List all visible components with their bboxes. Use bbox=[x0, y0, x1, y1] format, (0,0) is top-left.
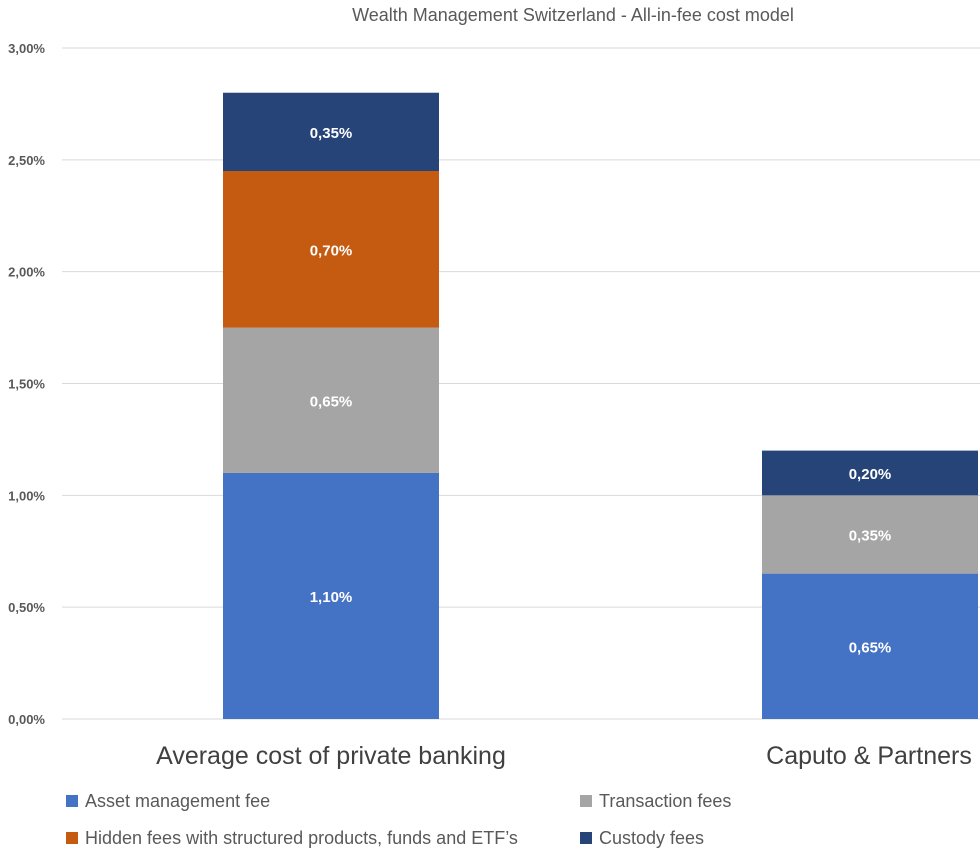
legend-swatch bbox=[580, 832, 592, 844]
legend-item-transaction-fees: Transaction fees bbox=[580, 791, 731, 811]
y-tick-label: 2,50% bbox=[8, 153, 45, 168]
y-tick-label: 0,50% bbox=[8, 600, 45, 615]
legend-label: Transaction fees bbox=[599, 791, 731, 811]
bar-stacks: 1,10% 0,65% 0,70% 0,35% 0,65% 0,35% 0,20% bbox=[223, 92, 978, 719]
legend-swatch bbox=[580, 795, 592, 807]
data-label: 0,35% bbox=[310, 125, 353, 142]
x-axis: Average cost of private banking Caputo & … bbox=[156, 742, 972, 770]
legend-label: Asset management fee bbox=[85, 791, 270, 811]
legend-swatch bbox=[66, 832, 78, 844]
data-label: 0,65% bbox=[849, 639, 892, 656]
data-label: 1,10% bbox=[310, 589, 353, 606]
legend: Asset management fee Transaction fees Hidd… bbox=[66, 791, 731, 848]
bar-segment-custody-fees bbox=[762, 450, 978, 496]
data-label: 0,35% bbox=[849, 527, 892, 544]
bar-segment-custody-fees bbox=[223, 92, 439, 172]
y-tick-label: 2,00% bbox=[8, 265, 45, 280]
bar-stack-caputo-partners: 0,65% 0,35% 0,20% bbox=[762, 450, 978, 719]
y-tick-label: 1,00% bbox=[8, 488, 45, 503]
y-tick-label: 3,00% bbox=[8, 41, 45, 56]
legend-label: Hidden fees with structured products, fu… bbox=[85, 828, 518, 848]
bar-segment-asset-management-fee bbox=[223, 472, 439, 719]
x-category-label: Average cost of private banking bbox=[156, 742, 506, 770]
x-category-label: Caputo & Partners bbox=[766, 742, 972, 770]
y-tick-label: 1,50% bbox=[8, 377, 45, 392]
grid-lines bbox=[62, 47, 980, 720]
legend-swatch bbox=[66, 795, 78, 807]
bar-segment-hidden-fees-with-structured-products-funds-and-etf-s bbox=[223, 171, 439, 328]
data-label: 0,65% bbox=[310, 393, 353, 410]
data-label: 0,20% bbox=[849, 466, 892, 483]
bar-segment-asset-management-fee bbox=[762, 573, 978, 719]
y-axis: 0,00% 0,50% 1,00% 1,50% 2,00% 2,50% 3,00% bbox=[8, 41, 45, 727]
bar-stack-average-cost-of-private-banking: 1,10% 0,65% 0,70% 0,35% bbox=[223, 92, 439, 719]
bar-segment-transaction-fees bbox=[762, 495, 978, 574]
bar-segment-transaction-fees bbox=[223, 327, 439, 473]
legend-item-hidden-fees-with-structured-products-funds-and-etf-s: Hidden fees with structured products, fu… bbox=[66, 828, 518, 848]
legend-item-custody-fees: Custody fees bbox=[580, 828, 704, 848]
y-tick-label: 0,00% bbox=[8, 712, 45, 727]
legend-item-asset-management-fee: Asset management fee bbox=[66, 791, 270, 811]
chart-title: Wealth Management Switzerland - All-in-f… bbox=[352, 5, 794, 25]
legend-label: Custody fees bbox=[599, 828, 704, 848]
data-label: 0,70% bbox=[310, 242, 353, 259]
